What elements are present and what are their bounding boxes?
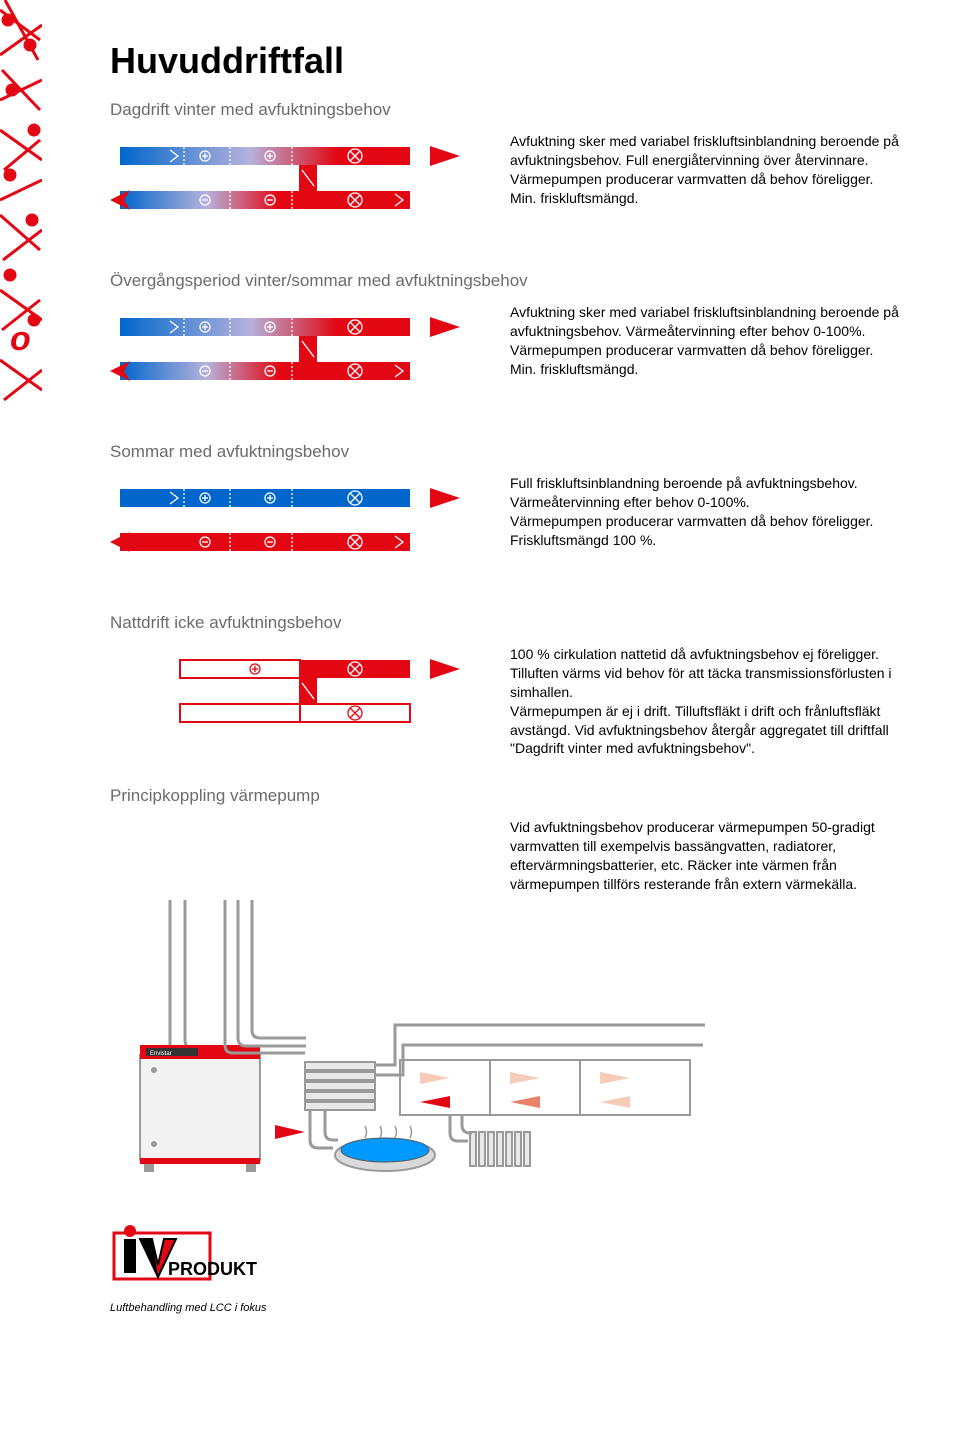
section-title: Nattdrift icke avfuktningsbehov [110, 613, 900, 633]
section-body: Full friskluftsinblandning beroende på a… [510, 470, 900, 550]
heatpump-schematic: Envistar [110, 900, 730, 1180]
logo-tagline: Luftbehandling med LCC i fokus [110, 1302, 900, 1314]
section-dagdrift: Dagdrift vinter med avfuktningsbehov [110, 100, 900, 243]
section-title: Dagdrift vinter med avfuktningsbehov [110, 100, 900, 120]
section-body: Avfuktning sker med variabel friskluftsi… [510, 299, 900, 379]
duct-diagram-mix [110, 128, 470, 238]
section-title: Sommar med avfuktningsbehov [110, 442, 900, 462]
section-principkoppling: Principkoppling värmepump Vid avfuktning… [110, 786, 900, 1185]
section-nattdrift: Nattdrift icke avfuktningsbehov [110, 613, 900, 758]
section-title: Principkoppling värmepump [110, 786, 900, 806]
page-title: Huvuddriftfall [110, 40, 900, 82]
company-logo: PRODUKT Luftbehandling med LCC i fokus [110, 1225, 900, 1314]
section-title: Övergångsperiod vinter/sommar med avfukt… [110, 271, 900, 291]
logo-text: PRODUKT [168, 1259, 257, 1279]
section-overgang: Övergångsperiod vinter/sommar med avfukt… [110, 271, 900, 414]
section-body: Vid avfuktningsbehov producerar värmepum… [510, 814, 900, 894]
section-body: 100 % cirkulation nattetid då avfuktning… [510, 641, 900, 758]
section-sommar: Sommar med avfuktningsbehov [110, 442, 900, 585]
duct-diagram-summer [110, 470, 470, 580]
svg-text:o: o [10, 320, 31, 358]
side-decoration: o [0, 0, 42, 420]
duct-diagram-mix [110, 299, 470, 409]
svg-text:Envistar: Envistar [150, 1051, 172, 1057]
section-body: Avfuktning sker med variabel friskluftsi… [510, 128, 900, 208]
duct-diagram-night [110, 641, 470, 751]
